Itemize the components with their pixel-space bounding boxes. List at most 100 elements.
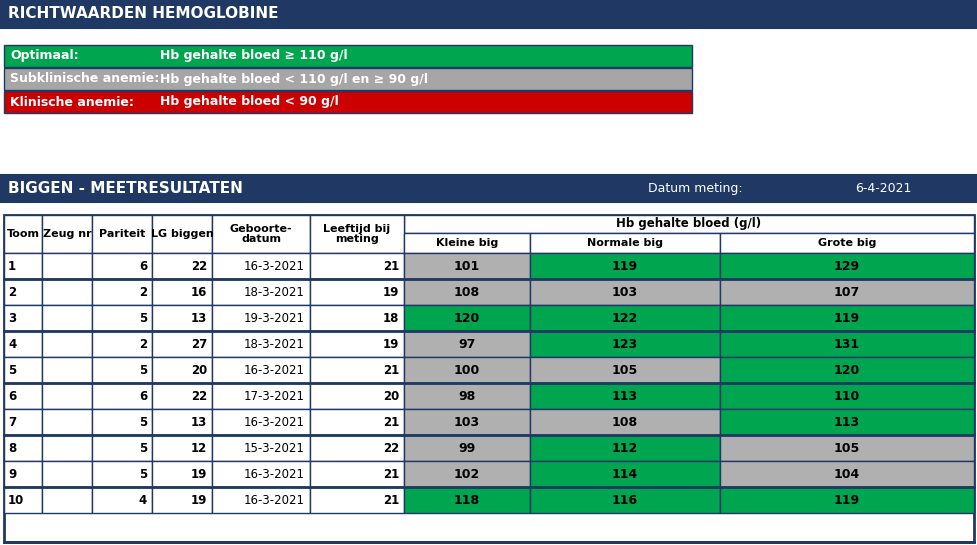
- Text: Hb gehalte bloed ≥ 110 g/l: Hb gehalte bloed ≥ 110 g/l: [160, 50, 347, 63]
- Bar: [0, 0, 977, 28]
- Text: 19: 19: [382, 337, 399, 350]
- Bar: [151, 409, 212, 435]
- Bar: [4, 279, 42, 305]
- Bar: [530, 435, 719, 461]
- Text: 103: 103: [612, 286, 637, 299]
- Text: 6: 6: [8, 390, 17, 403]
- Text: 21: 21: [382, 415, 399, 428]
- Bar: [212, 279, 310, 305]
- Bar: [151, 331, 212, 357]
- Bar: [4, 91, 692, 113]
- Text: 18: 18: [382, 312, 399, 324]
- Bar: [212, 331, 310, 357]
- Text: 108: 108: [453, 286, 480, 299]
- Bar: [719, 461, 973, 487]
- Bar: [0, 175, 977, 202]
- Text: 110: 110: [833, 390, 859, 403]
- Text: Hb gehalte bloed < 110 g/l en ≥ 90 g/l: Hb gehalte bloed < 110 g/l en ≥ 90 g/l: [160, 72, 428, 86]
- Text: 105: 105: [612, 364, 637, 377]
- Bar: [212, 357, 310, 383]
- Text: 7: 7: [8, 415, 16, 428]
- Text: 21: 21: [382, 468, 399, 481]
- Text: 4: 4: [8, 337, 17, 350]
- Bar: [212, 435, 310, 461]
- Text: 16-3-2021: 16-3-2021: [243, 259, 305, 272]
- Bar: [530, 331, 719, 357]
- Text: 16-3-2021: 16-3-2021: [243, 415, 305, 428]
- Text: 5: 5: [139, 441, 147, 455]
- Text: 6-4-2021: 6-4-2021: [854, 182, 911, 195]
- Text: 5: 5: [139, 312, 147, 324]
- Bar: [42, 409, 92, 435]
- Text: 5: 5: [8, 364, 17, 377]
- Bar: [151, 357, 212, 383]
- Bar: [4, 305, 42, 331]
- Bar: [310, 487, 404, 513]
- Text: 122: 122: [612, 312, 637, 324]
- Text: 116: 116: [612, 494, 637, 506]
- Text: 22: 22: [382, 441, 399, 455]
- Bar: [310, 461, 404, 487]
- Bar: [719, 357, 973, 383]
- Bar: [151, 461, 212, 487]
- Bar: [310, 435, 404, 461]
- Text: Datum meting:: Datum meting:: [648, 182, 742, 195]
- Text: 104: 104: [833, 468, 859, 481]
- Text: 97: 97: [458, 337, 475, 350]
- Bar: [92, 253, 151, 279]
- Text: Toom: Toom: [7, 229, 39, 239]
- Text: 119: 119: [612, 259, 637, 272]
- Bar: [310, 357, 404, 383]
- Text: datum: datum: [240, 234, 280, 244]
- Bar: [92, 487, 151, 513]
- Text: 119: 119: [833, 494, 859, 506]
- Text: 105: 105: [833, 441, 859, 455]
- Text: Geboorte-: Geboorte-: [230, 224, 292, 234]
- Bar: [212, 253, 310, 279]
- Bar: [42, 487, 92, 513]
- Text: LG biggen: LG biggen: [150, 229, 213, 239]
- Text: Zeug nr: Zeug nr: [43, 229, 91, 239]
- Text: 8: 8: [8, 441, 17, 455]
- Text: 2: 2: [139, 286, 147, 299]
- Bar: [310, 253, 404, 279]
- Bar: [212, 383, 310, 409]
- Bar: [530, 487, 719, 513]
- Bar: [92, 383, 151, 409]
- Bar: [4, 435, 42, 461]
- Text: 2: 2: [8, 286, 16, 299]
- Text: 20: 20: [191, 364, 207, 377]
- Bar: [4, 45, 692, 67]
- Bar: [212, 461, 310, 487]
- Text: 114: 114: [612, 468, 637, 481]
- Bar: [719, 383, 973, 409]
- Text: 131: 131: [833, 337, 859, 350]
- Bar: [4, 383, 42, 409]
- Bar: [530, 253, 719, 279]
- Bar: [42, 357, 92, 383]
- Bar: [42, 461, 92, 487]
- Bar: [42, 305, 92, 331]
- Text: 22: 22: [191, 259, 207, 272]
- Text: 13: 13: [191, 415, 207, 428]
- Bar: [151, 253, 212, 279]
- Bar: [4, 215, 973, 542]
- Bar: [530, 461, 719, 487]
- Bar: [92, 409, 151, 435]
- Bar: [310, 409, 404, 435]
- Text: 98: 98: [458, 390, 475, 403]
- Text: 118: 118: [453, 494, 480, 506]
- Text: 120: 120: [453, 312, 480, 324]
- Bar: [719, 487, 973, 513]
- Text: Kleine big: Kleine big: [436, 238, 497, 248]
- Text: 19-3-2021: 19-3-2021: [243, 312, 305, 324]
- Bar: [530, 409, 719, 435]
- Bar: [530, 357, 719, 383]
- Bar: [4, 461, 42, 487]
- Text: 12: 12: [191, 441, 207, 455]
- Text: 2: 2: [139, 337, 147, 350]
- Bar: [4, 487, 42, 513]
- Bar: [151, 383, 212, 409]
- Bar: [719, 279, 973, 305]
- Bar: [212, 409, 310, 435]
